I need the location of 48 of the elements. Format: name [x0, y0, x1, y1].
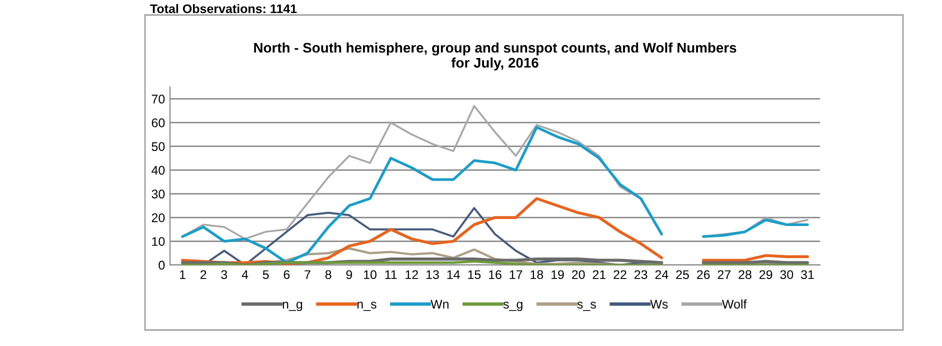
x-tick-label: 20 [572, 270, 585, 280]
y-tick-label: 20 [152, 213, 165, 222]
x-tick-label: 1 [180, 270, 186, 279]
x-tick-label: 23 [634, 270, 648, 280]
x-tick-label: 16 [489, 270, 502, 280]
legend-label: Ws [650, 300, 668, 309]
x-tick-label: 13 [426, 270, 439, 280]
x-tick-label: 18 [530, 270, 544, 280]
x-tick-label: 9 [346, 270, 352, 280]
x-tick-label: 31 [801, 270, 814, 280]
y-tick-label: 60 [152, 118, 165, 128]
y-tick-label: 0 [158, 260, 165, 270]
x-tick-label: 6 [284, 270, 290, 280]
x-tick-label: 30 [780, 270, 794, 280]
x-tick-label: 28 [738, 270, 752, 280]
x-tick-label: 4 [242, 270, 248, 279]
legend-label: n_g [282, 302, 302, 312]
x-tick-label: 24 [655, 270, 668, 279]
x-tick-label: 19 [552, 270, 564, 280]
x-tick-label: 26 [697, 270, 710, 280]
x-tick-label: 3 [221, 270, 228, 280]
y-tick-label: 30 [152, 190, 165, 198]
x-tick-label: 11 [385, 270, 397, 279]
x-tick-label: 25 [676, 270, 689, 280]
legend-label: s_g [503, 302, 522, 312]
x-tick-label: 14 [447, 270, 460, 279]
x-tick-label: 8 [325, 270, 332, 280]
x-tick-label: 27 [718, 270, 730, 279]
x-tick-label: 2 [200, 270, 206, 279]
legend-label: n_s [357, 302, 376, 311]
x-tick-label: 17 [510, 270, 522, 279]
y-tick-label: 40 [152, 166, 165, 175]
x-tick-label: 7 [304, 270, 310, 279]
x-tick-label: 22 [614, 270, 626, 279]
x-tick-label: 12 [406, 270, 418, 279]
x-tick-label: 5 [262, 270, 269, 280]
x-tick-label: 29 [760, 270, 772, 280]
legend-label: Wolf [722, 299, 747, 309]
legend-label: s_s [577, 302, 596, 311]
x-tick-label: 15 [468, 270, 481, 280]
chart-title: North - South hemisphere, group and sunspot counts, and Wolf Numbers for July, 2016 [254, 42, 736, 70]
legend-label: Wn [430, 300, 448, 308]
y-tick-label: 70 [152, 94, 165, 104]
text: Total Observations: 1141 [150, 4, 297, 14]
y-tick-label: 10 [152, 237, 165, 246]
x-tick-label: 10 [364, 270, 376, 280]
y-tick-label: 50 [152, 142, 165, 151]
x-tick-label: 21 [592, 270, 606, 279]
